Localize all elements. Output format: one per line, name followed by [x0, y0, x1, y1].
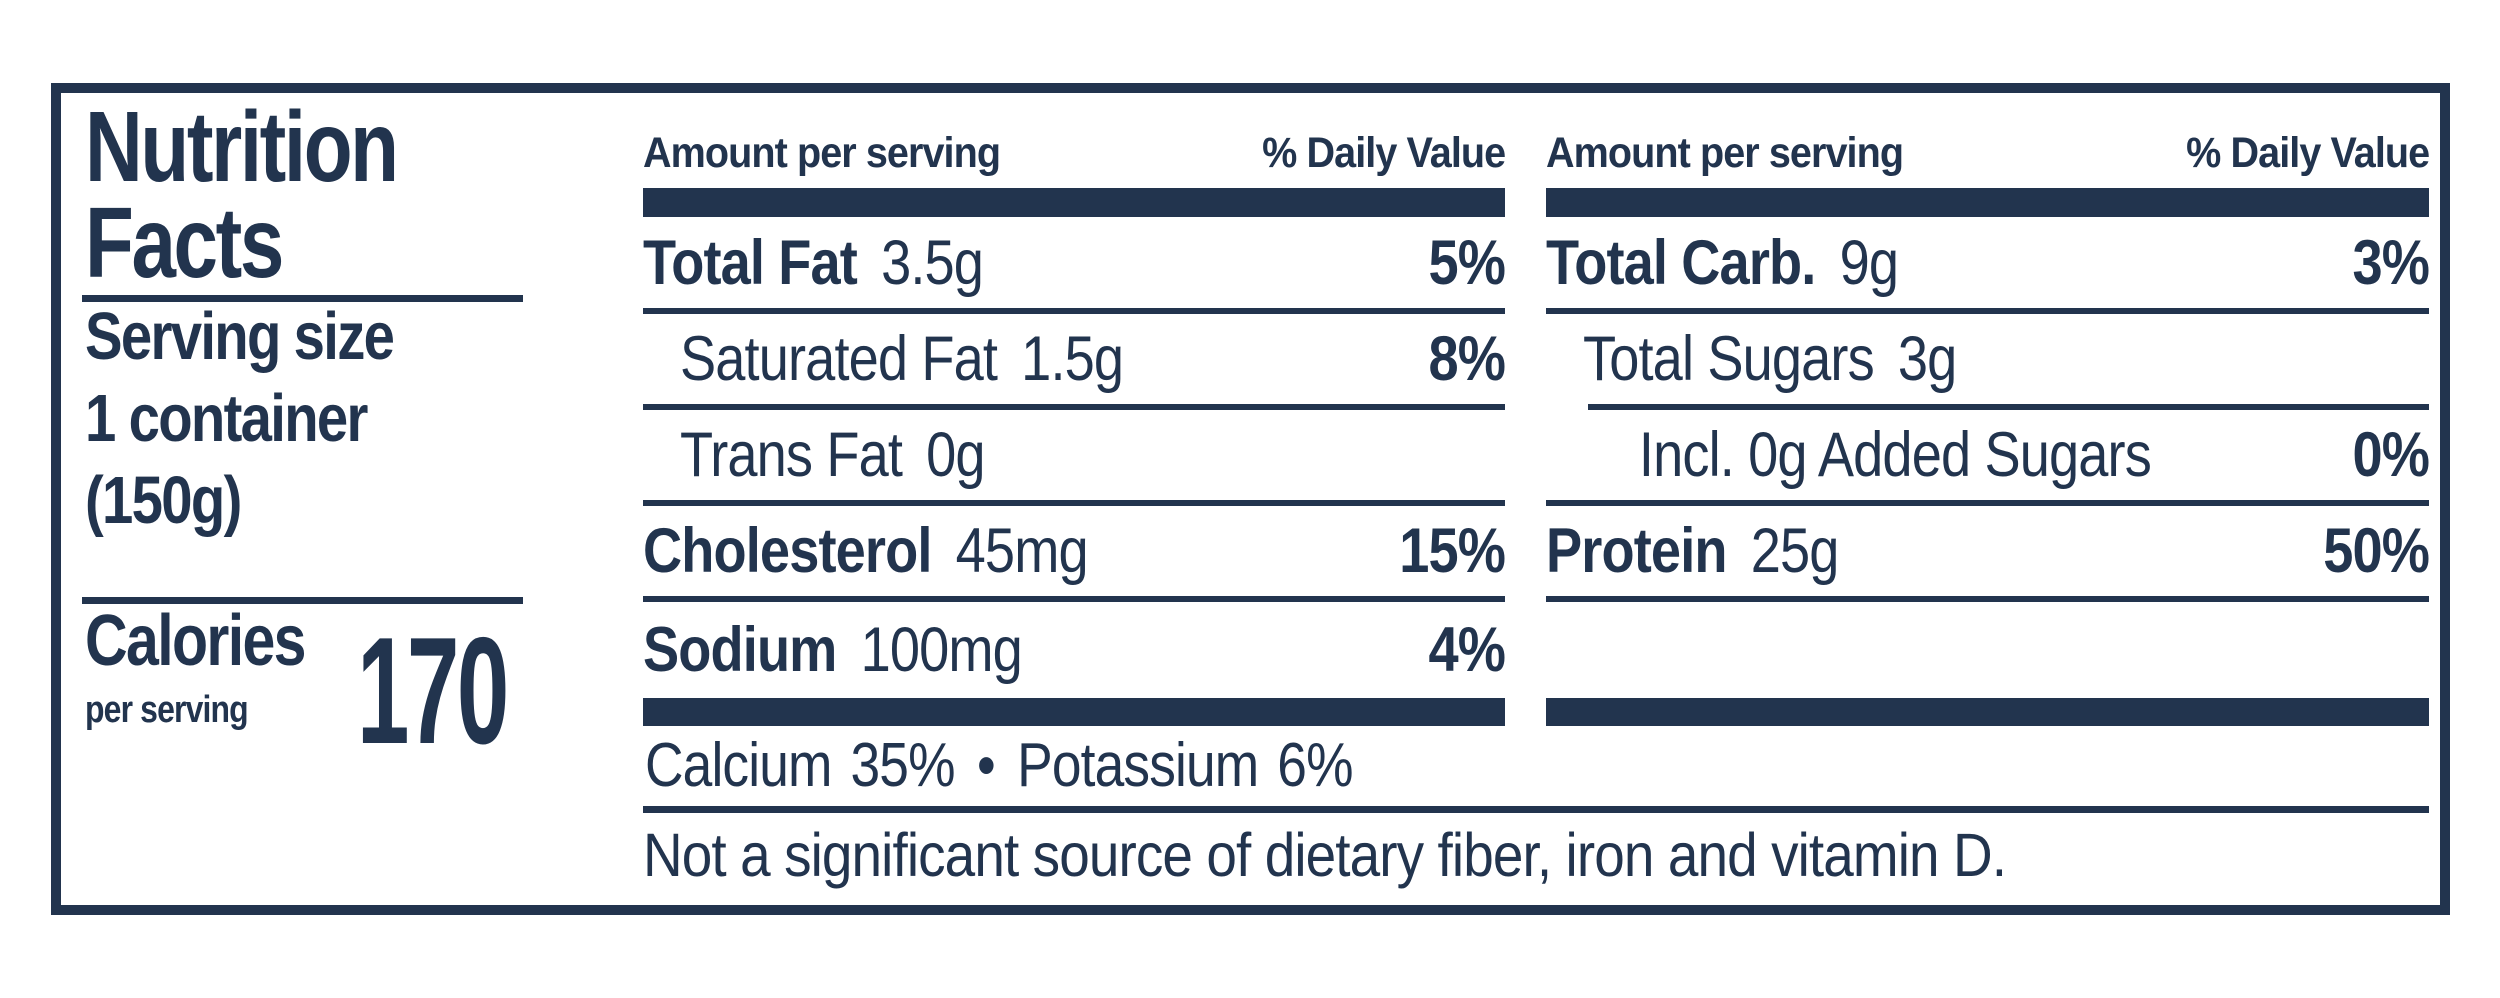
- calories-label: Calories: [85, 601, 307, 681]
- row-separator: [1546, 500, 2429, 506]
- nutrient-amount: 25g: [1750, 516, 1840, 586]
- nutrient-column-left: Amount per serving % Daily Value Total F…: [643, 93, 1506, 905]
- row-separator: [643, 500, 1505, 506]
- title-line-2: Facts: [85, 187, 284, 299]
- nutrient-name: Total Sugars: [1582, 324, 1875, 394]
- nutrient-dv: 8%: [1428, 324, 1505, 394]
- thick-bar: [643, 698, 1505, 726]
- nutrient-amount: 1.5g: [1021, 324, 1124, 394]
- column-header: Amount per serving % Daily Value: [643, 118, 1506, 178]
- column-header: Amount per serving % Daily Value: [1546, 118, 2430, 178]
- nutrient-dv: 5%: [1428, 228, 1505, 298]
- nutrition-facts-panel: Nutrition Facts Serving size 1 container…: [51, 83, 2450, 915]
- mineral-name: Potassium: [1017, 730, 1259, 800]
- nutrient-column-right: Amount per serving % Daily Value Total C…: [1546, 93, 2430, 905]
- table-row-cholesterol: Cholesterol 45mg 15%: [643, 506, 1506, 596]
- table-row-total-carb: Total Carb. 9g 3%: [1546, 218, 2430, 308]
- nutrient-amount: 0g: [926, 420, 985, 490]
- nutrient-name: Sodium: [643, 615, 837, 685]
- thick-bar: [1546, 698, 2429, 726]
- nutrient-dv: 3%: [2352, 228, 2429, 298]
- amount-per-serving-heading: Amount per serving: [1546, 129, 1904, 177]
- row-separator: [1546, 308, 2429, 314]
- title-line-1: Nutrition: [85, 91, 399, 203]
- nutrient-dv: 0%: [2352, 420, 2429, 490]
- table-row-trans-fat: Trans Fat 0g: [643, 410, 1505, 500]
- nutrient-amount: 45mg: [955, 516, 1089, 586]
- table-row-sodium: Sodium 100mg 4%: [643, 602, 1506, 698]
- thick-bar: [1546, 188, 2429, 217]
- nutrient-amount: 100mg: [860, 615, 1023, 685]
- nutrient-name: Total Fat: [643, 228, 858, 298]
- row-separator: [1546, 596, 2429, 602]
- nutrient-rows: Total Carb. 9g 3% Total Sugars 3g Incl. 0g…: [1546, 218, 2430, 692]
- empty-row: [1546, 602, 2429, 692]
- panel-title: Nutrition Facts: [85, 91, 475, 299]
- minerals-line: Calcium 35% • Potassium 6%: [645, 726, 1505, 804]
- row-separator: [643, 596, 1505, 602]
- nutrient-name: Trans Fat: [679, 420, 903, 490]
- row-separator-indented: [1588, 404, 2429, 410]
- nutrient-amount: 3g: [1897, 324, 1957, 394]
- serving-size-label: Serving size: [85, 299, 395, 374]
- calories-sublabel: per serving: [85, 689, 249, 731]
- amount-per-serving-heading: Amount per serving: [643, 129, 1001, 177]
- mineral-name: Calcium: [645, 730, 832, 800]
- nutrient-name: Saturated Fat: [679, 324, 998, 394]
- table-row-total-fat: Total Fat 3.5g 5%: [643, 218, 1506, 308]
- nutrient-dv: 4%: [1428, 615, 1505, 685]
- divider-above-footnote: [643, 806, 2429, 813]
- table-row-total-sugars: Total Sugars 3g: [1546, 314, 2429, 404]
- nutrient-dv: 15%: [1399, 516, 1506, 586]
- nutrient-name: Incl. 0g Added Sugars: [1638, 420, 2152, 490]
- nutrient-name: Cholesterol: [643, 516, 932, 586]
- table-row-added-sugars: Incl. 0g Added Sugars 0%: [1546, 410, 2430, 500]
- divider-under-title: [82, 295, 523, 302]
- nutrient-amount: 9g: [1839, 228, 1899, 298]
- nutrient-name: Total Carb.: [1546, 228, 1816, 298]
- row-separator: [643, 404, 1505, 410]
- serving-size-weight: (150g): [85, 463, 242, 538]
- thick-bar: [643, 188, 1505, 217]
- nutrient-name: Protein: [1546, 516, 1727, 586]
- mineral-value: 6%: [1277, 730, 1353, 800]
- daily-value-heading: % Daily Value: [1261, 129, 1506, 177]
- serving-size-block: Serving size 1 container (150g): [85, 296, 452, 542]
- row-separator: [643, 308, 1505, 314]
- footnote: Not a significant source of dietary fibe…: [643, 821, 2007, 889]
- table-row-protein: Protein 25g 50%: [1546, 506, 2430, 596]
- serving-size-quantity: 1 container: [85, 381, 368, 456]
- calories-value: 170: [357, 606, 509, 776]
- table-row-saturated-fat: Saturated Fat 1.5g 8%: [643, 314, 1506, 404]
- daily-value-heading: % Daily Value: [2185, 129, 2430, 177]
- nutrient-rows: Total Fat 3.5g 5% Saturated Fat 1.5g 8% Tr…: [643, 218, 1506, 698]
- divider-under-serving: [82, 597, 523, 604]
- mineral-value: 35%: [850, 730, 955, 800]
- bullet-separator: •: [976, 730, 996, 800]
- nutrient-amount: 3.5g: [881, 228, 984, 298]
- nutrient-dv: 50%: [2323, 516, 2430, 586]
